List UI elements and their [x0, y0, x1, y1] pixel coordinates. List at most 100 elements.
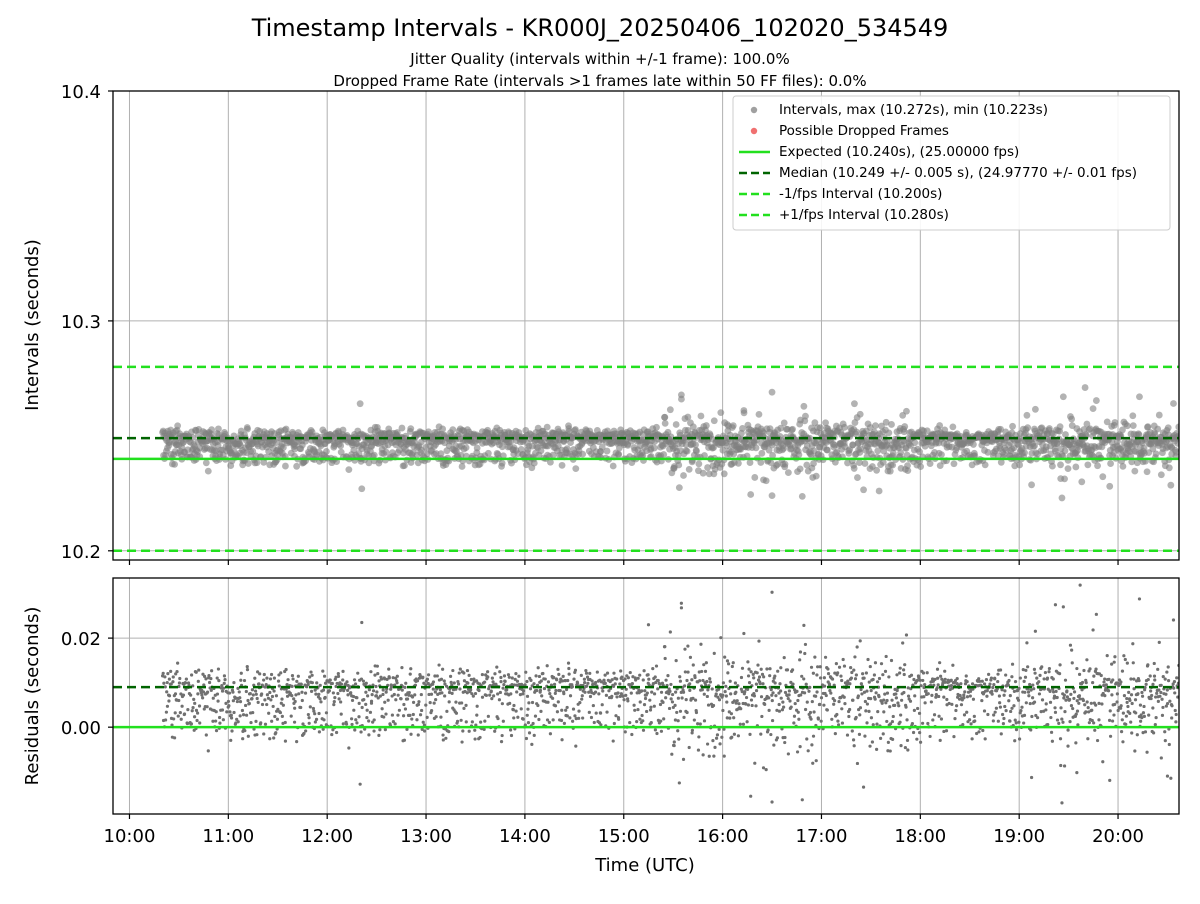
interval-point — [293, 462, 301, 470]
residual-point — [447, 690, 452, 695]
residual-point — [811, 734, 816, 738]
residual-point — [1023, 675, 1028, 679]
residual-point — [313, 720, 317, 724]
residual-point — [814, 694, 818, 698]
residual-point — [1152, 731, 1156, 735]
residual-point — [1014, 728, 1019, 732]
residual-point — [378, 728, 382, 732]
residual-point — [788, 699, 792, 703]
interval-outlier-point — [851, 400, 858, 408]
residual-point — [547, 720, 551, 724]
residual-point — [178, 676, 182, 681]
residual-point — [260, 692, 264, 696]
residual-point — [1037, 680, 1041, 684]
residual-point — [1035, 716, 1040, 720]
interval-point — [950, 460, 958, 468]
residual-point — [454, 700, 458, 704]
residual-point — [1116, 681, 1120, 685]
residual-point — [465, 668, 470, 673]
residual-point — [1010, 706, 1014, 710]
residual-point — [1059, 763, 1063, 768]
residual-point — [1070, 648, 1074, 652]
interval-point — [398, 424, 406, 432]
interval-point — [498, 443, 506, 451]
residual-point — [721, 693, 725, 697]
residual-point — [265, 676, 269, 680]
residual-outlier-point — [358, 782, 362, 786]
intervals-y-ticks: 10.210.310.4 — [61, 82, 113, 563]
residual-point — [864, 709, 868, 713]
residual-point — [1131, 661, 1135, 665]
residual-point — [622, 698, 626, 702]
residual-point — [770, 718, 775, 723]
residual-point — [669, 682, 673, 687]
residual-point — [992, 683, 996, 687]
residual-point — [575, 681, 580, 685]
residual-point — [1075, 709, 1080, 713]
residual-point — [274, 694, 279, 698]
residual-point — [611, 684, 616, 688]
residual-point — [1132, 687, 1136, 691]
residual-point — [912, 708, 916, 712]
residual-point — [875, 722, 879, 726]
residual-point — [618, 682, 622, 686]
residual-point — [1009, 709, 1013, 714]
residual-point — [811, 761, 815, 765]
residual-point — [169, 682, 173, 686]
residual-point — [614, 714, 618, 718]
residual-point — [218, 721, 222, 725]
residual-point — [410, 717, 414, 721]
interval-point — [1048, 462, 1056, 470]
residual-point — [904, 705, 908, 709]
interval-point — [889, 461, 897, 469]
residual-point — [215, 692, 220, 696]
residual-point — [671, 692, 675, 697]
residual-point — [761, 682, 765, 686]
intervals-panel: 10.210.310.4 Intervals (seconds) — [22, 82, 1180, 565]
residual-point — [869, 688, 873, 693]
residual-point — [548, 732, 553, 736]
residual-point — [934, 695, 938, 699]
residual-point — [943, 669, 947, 673]
residual-point — [899, 713, 903, 717]
residual-point — [508, 728, 513, 732]
residual-point — [687, 745, 691, 750]
residual-point — [603, 681, 607, 685]
residual-point — [805, 700, 809, 704]
residual-point — [496, 716, 500, 721]
residual-point — [615, 677, 619, 681]
interval-point — [751, 474, 759, 481]
interval-point — [1089, 405, 1097, 413]
residual-point — [837, 699, 841, 704]
residual-point — [311, 706, 316, 711]
residual-point — [547, 688, 551, 692]
residual-point — [191, 706, 195, 710]
residual-point — [245, 668, 250, 672]
interval-point — [852, 428, 860, 436]
residual-point — [215, 676, 219, 680]
residual-point — [1061, 720, 1065, 724]
residual-point — [424, 703, 428, 707]
residual-point — [331, 691, 335, 695]
residual-point — [1103, 677, 1107, 681]
residual-point — [455, 719, 460, 723]
residual-point — [560, 738, 564, 742]
residual-point — [163, 685, 167, 689]
residual-point — [421, 720, 425, 724]
residual-point — [659, 729, 664, 733]
residual-point — [1100, 702, 1104, 706]
residual-point — [1000, 712, 1005, 717]
residual-point — [411, 712, 415, 717]
residual-point — [640, 713, 644, 718]
interval-point — [806, 434, 814, 442]
residual-point — [721, 708, 725, 713]
residual-point — [919, 740, 923, 744]
residual-point — [802, 623, 806, 627]
residual-point — [1042, 677, 1046, 681]
residual-point — [545, 718, 550, 722]
residual-point — [703, 669, 708, 673]
residual-point — [1165, 670, 1169, 674]
residual-point — [1170, 716, 1174, 720]
residual-point — [1082, 668, 1086, 673]
residual-point — [615, 695, 619, 699]
